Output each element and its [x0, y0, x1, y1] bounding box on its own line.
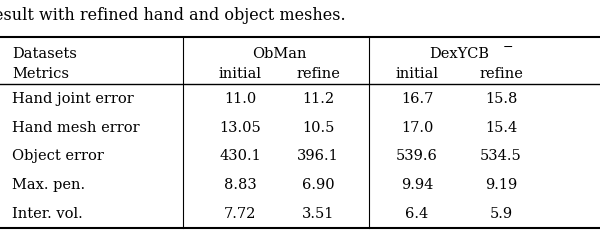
Text: refine: refine: [296, 67, 340, 81]
Text: −: −: [503, 41, 514, 54]
Text: 13.05: 13.05: [219, 121, 261, 135]
Text: initial: initial: [395, 67, 439, 81]
Text: 534.5: 534.5: [480, 149, 522, 164]
Text: 15.8: 15.8: [485, 92, 517, 106]
Text: Hand mesh error: Hand mesh error: [12, 121, 140, 135]
Text: 16.7: 16.7: [401, 92, 433, 106]
Text: 5.9: 5.9: [490, 207, 512, 221]
Text: 9.94: 9.94: [401, 178, 433, 192]
Text: 10.5: 10.5: [302, 121, 334, 135]
Text: 9.19: 9.19: [485, 178, 517, 192]
Text: 396.1: 396.1: [297, 149, 339, 164]
Text: 430.1: 430.1: [219, 149, 261, 164]
Text: esult with refined hand and object meshes.: esult with refined hand and object meshe…: [0, 7, 346, 24]
Text: ObMan: ObMan: [252, 47, 306, 60]
Text: Object error: Object error: [12, 149, 104, 164]
Text: 11.0: 11.0: [224, 92, 256, 106]
Text: initial: initial: [218, 67, 262, 81]
Text: 6.90: 6.90: [302, 178, 334, 192]
Text: 3.51: 3.51: [302, 207, 334, 221]
Text: Inter. vol.: Inter. vol.: [12, 207, 83, 221]
Text: 17.0: 17.0: [401, 121, 433, 135]
Text: DexYCB: DexYCB: [429, 47, 489, 60]
Text: Hand joint error: Hand joint error: [12, 92, 134, 106]
Text: 6.4: 6.4: [406, 207, 428, 221]
Text: Datasets: Datasets: [12, 47, 77, 60]
Text: 8.83: 8.83: [224, 178, 256, 192]
Text: 539.6: 539.6: [396, 149, 438, 164]
Text: 11.2: 11.2: [302, 92, 334, 106]
Text: 15.4: 15.4: [485, 121, 517, 135]
Text: refine: refine: [479, 67, 523, 81]
Text: Metrics: Metrics: [12, 67, 69, 81]
Text: Max. pen.: Max. pen.: [12, 178, 85, 192]
Text: 7.72: 7.72: [224, 207, 256, 221]
